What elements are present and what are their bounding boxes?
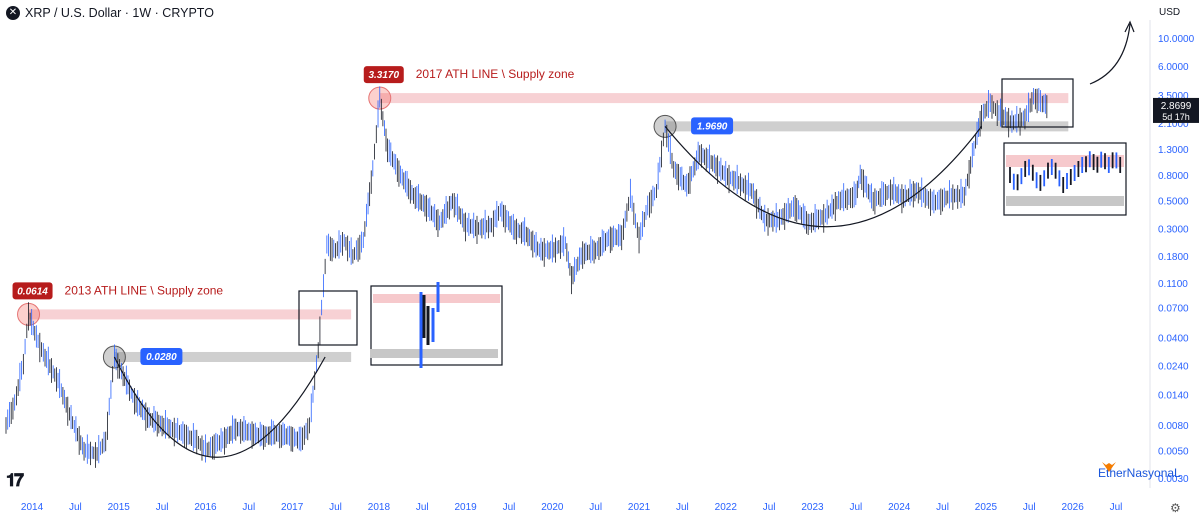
x-tick-label: 2015 — [108, 502, 131, 513]
level-badge — [363, 66, 404, 84]
x-tick-label: Jul — [1110, 502, 1123, 513]
gear-icon[interactable]: ⚙ — [1170, 501, 1181, 515]
y-tick-label: 0.0240 — [1158, 361, 1189, 372]
inset-box-2025 — [1003, 142, 1127, 216]
y-tick-label: 0.0700 — [1158, 303, 1189, 314]
zoom-box-2025 — [1001, 78, 1074, 128]
y-tick-label: 0.5000 — [1158, 197, 1189, 208]
level-badge-value: 1.9690 — [697, 121, 728, 132]
y-tick-label: 0.0080 — [1158, 421, 1189, 432]
zone-caption: 2013 ATH LINE \ Supply zone — [65, 283, 224, 297]
y-tick-label: 6.0000 — [1158, 62, 1189, 73]
y-tick-label: 0.0400 — [1158, 334, 1189, 345]
x-tick-label: 2016 — [194, 502, 217, 513]
inset-support-zone — [370, 349, 498, 358]
inset-supply-zone — [1006, 155, 1124, 167]
x-tick-label: Jul — [329, 502, 342, 513]
y-tick-label: 0.0030 — [1158, 474, 1189, 485]
x-tick-label: Jul — [503, 502, 516, 513]
y-tick-label: 0.0050 — [1158, 446, 1189, 457]
y-tick-label: 1.3000 — [1158, 145, 1189, 156]
y-tick-label: 0.1800 — [1158, 252, 1189, 263]
supply-zone — [379, 93, 1069, 104]
x-tick-label: 2024 — [888, 502, 911, 513]
level-badge-value: 0.0280 — [146, 352, 177, 363]
support-zone — [665, 121, 1069, 132]
x-tick-label: 2018 — [368, 502, 391, 513]
level-badge — [691, 117, 734, 135]
x-tick-label: Jul — [156, 502, 169, 513]
symbol-title[interactable]: XRP / U.S. Dollar · 1W · CRYPTO — [25, 6, 214, 20]
watermark-text: EtherNasyonaL — [1098, 466, 1181, 480]
y-tick-label: 0.1100 — [1158, 279, 1188, 290]
x-tick-label: 2022 — [715, 502, 738, 513]
supply-zone — [28, 309, 352, 320]
fox-icon — [1102, 462, 1116, 472]
x-tick-label: 2026 — [1062, 502, 1085, 513]
x-tick-label: 2020 — [541, 502, 564, 513]
last-price-value: 2.8699 — [1161, 101, 1192, 112]
support-zone — [114, 351, 352, 362]
level-badge — [140, 347, 183, 365]
y-tick-label: 0.0140 — [1158, 391, 1189, 402]
x-tick-label: 2017 — [281, 502, 304, 513]
x-tick-label: Jul — [589, 502, 602, 513]
watermark: EtherNasyonaL — [1098, 462, 1181, 480]
cup-curve-2021 — [664, 125, 983, 228]
y-tick-label: 2.1000 — [1158, 119, 1189, 130]
inset-support-zone — [1006, 196, 1124, 206]
chart-header: ✕ XRP / U.S. Dollar · 1W · CRYPTO — [6, 4, 214, 22]
x-tick-label: Jul — [676, 502, 689, 513]
x-tick-label: 2021 — [628, 502, 651, 513]
level-badge — [12, 282, 53, 300]
last-price-countdown: 5d 17h — [1162, 112, 1190, 122]
x-tick-label: Jul — [763, 502, 776, 513]
tradingview-logo[interactable]: 𝟏𝟕 — [6, 470, 24, 490]
y-tick-label: 0.8000 — [1158, 171, 1189, 182]
x-tick-label: 2023 — [801, 502, 824, 513]
zoom-box-2017 — [298, 290, 358, 346]
x-tick-label: Jul — [416, 502, 429, 513]
y-tick-label: 0.3000 — [1158, 224, 1189, 235]
cup-curve-2015 — [113, 356, 326, 458]
currency-label[interactable]: USD — [1159, 7, 1181, 18]
level-badge-value: 0.0614 — [17, 286, 48, 297]
level-badge-value: 3.3170 — [368, 70, 399, 81]
arrow-head-icon — [1124, 20, 1135, 33]
x-tick-label: 2019 — [454, 502, 477, 513]
projection-arrow — [1089, 23, 1131, 85]
x-tick-label: Jul — [1023, 502, 1036, 513]
y-tick-label: 10.0000 — [1158, 34, 1195, 45]
y-tick-label: 3.5000 — [1158, 91, 1189, 102]
x-tick-label: Jul — [242, 502, 255, 513]
x-tick-label: Jul — [849, 502, 862, 513]
x-tick-label: 2025 — [975, 502, 998, 513]
x-tick-label: Jul — [936, 502, 949, 513]
last-price-badge — [1153, 97, 1199, 123]
x-tick-label: 2014 — [21, 502, 44, 513]
x-tick-label: Jul — [69, 502, 82, 513]
xrp-x-icon: ✕ — [6, 6, 20, 20]
zone-caption: 2017 ATH LINE \ Supply zone — [416, 67, 575, 81]
